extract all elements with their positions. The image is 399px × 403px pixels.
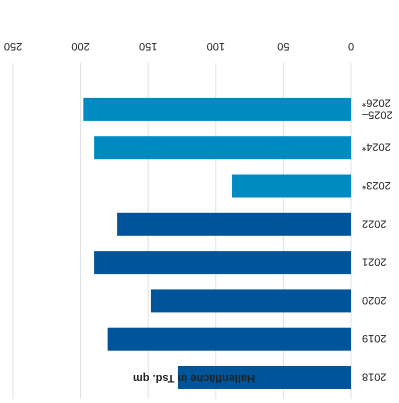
x-axis-label: Hallenfläche in Tsd. qm	[133, 372, 255, 384]
bar	[94, 136, 351, 160]
x-tick-label: 0	[348, 40, 354, 52]
x-tick-label: 200	[71, 40, 89, 52]
category-label: 2023*	[361, 179, 390, 191]
bar	[150, 289, 351, 313]
bar	[83, 97, 351, 121]
bar	[107, 327, 351, 351]
bar	[177, 366, 351, 389]
bar	[117, 212, 351, 236]
x-tick-label: 150	[139, 40, 157, 52]
x-tick-label: 250	[4, 40, 22, 52]
category-labels: 2018 2019 2020 2021 2022 2023* 2024* 2025–2026*	[361, 96, 392, 382]
category-label: 2025–2026*	[361, 96, 392, 120]
bars	[83, 97, 351, 389]
category-label: 2019	[362, 332, 386, 344]
category-label: 2024*	[361, 141, 390, 153]
category-label: 2020	[362, 294, 386, 306]
x-tick-label: 50	[277, 40, 289, 52]
bar	[94, 251, 351, 275]
value-axis-ticks: 0 50 100 150 200 250	[4, 40, 354, 52]
bar	[232, 174, 351, 198]
x-tick-label: 100	[207, 40, 225, 52]
category-label: 2018	[362, 371, 386, 383]
category-label: 2022	[362, 217, 386, 229]
category-label: 2021	[362, 256, 386, 268]
